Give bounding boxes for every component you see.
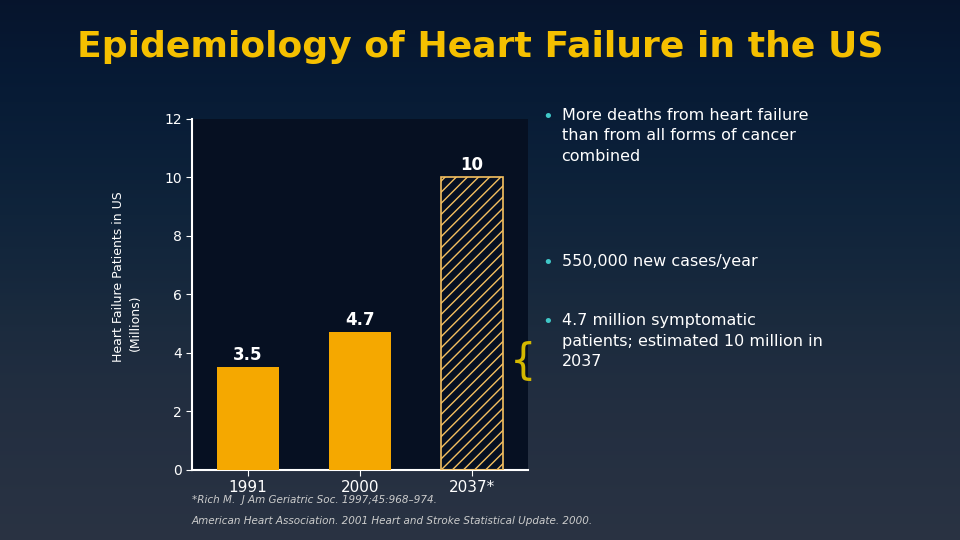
Text: •: • <box>542 254 553 272</box>
Bar <box>442 177 503 470</box>
Bar <box>329 332 391 470</box>
Text: *Rich M.  J Am Geriatric Soc. 1997;45:968–974.: *Rich M. J Am Geriatric Soc. 1997;45:968… <box>192 495 437 505</box>
Text: Heart Failure Patients in US: Heart Failure Patients in US <box>111 191 125 362</box>
Bar <box>442 177 503 470</box>
Text: More deaths from heart failure
than from all forms of cancer
combined: More deaths from heart failure than from… <box>562 108 808 164</box>
Text: 4.7: 4.7 <box>346 311 374 329</box>
Text: •: • <box>542 108 553 126</box>
Text: 10: 10 <box>461 156 484 174</box>
Text: {: { <box>510 341 537 383</box>
Text: 3.5: 3.5 <box>233 346 263 364</box>
Text: •: • <box>542 313 553 331</box>
Text: American Heart Association. 2001 Heart and Stroke Statistical Update. 2000.: American Heart Association. 2001 Heart a… <box>192 516 593 526</box>
Bar <box>217 367 278 470</box>
Text: (Millions): (Millions) <box>129 294 141 350</box>
Text: 550,000 new cases/year: 550,000 new cases/year <box>562 254 757 269</box>
Text: Epidemiology of Heart Failure in the US: Epidemiology of Heart Failure in the US <box>77 30 883 64</box>
Text: 4.7 million symptomatic
patients; estimated 10 million in
2037: 4.7 million symptomatic patients; estima… <box>562 313 823 369</box>
